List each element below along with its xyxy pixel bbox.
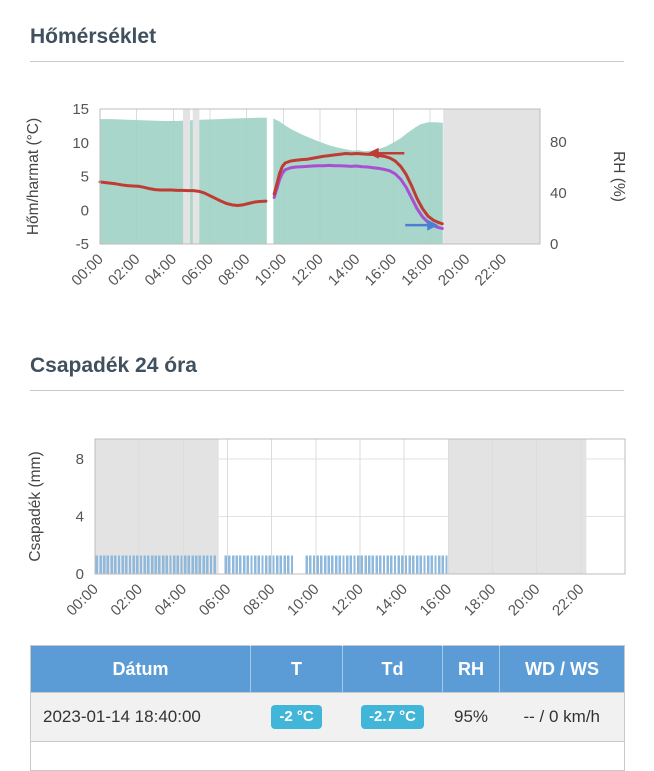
col-header-wdws: WD / WS	[499, 645, 625, 693]
svg-text:14:00: 14:00	[372, 581, 411, 620]
data-gap-band	[267, 109, 274, 244]
trend-arrow-head	[427, 219, 439, 231]
svg-text:5: 5	[81, 169, 89, 186]
svg-text:06:00: 06:00	[178, 251, 217, 290]
svg-text:08:00: 08:00	[240, 581, 279, 620]
trend-arrow-head	[367, 147, 379, 159]
no-data-band	[95, 439, 219, 574]
svg-text:12:00: 12:00	[328, 581, 367, 620]
section-title-temperature: Hőmérséklet	[30, 25, 157, 48]
svg-text:16:00: 16:00	[362, 251, 401, 290]
plot-border	[99, 108, 541, 245]
cell-datum: 2023-01-14 18:40:00	[30, 692, 251, 742]
svg-text:04:00: 04:00	[142, 251, 181, 290]
no-data-band	[443, 109, 540, 244]
svg-text:Hőm/harmat (°C): Hőm/harmat (°C)	[25, 118, 42, 235]
plot-border	[94, 438, 626, 575]
temperature-line	[272, 152, 444, 226]
svg-text:02:00: 02:00	[107, 581, 146, 620]
svg-text:18:00: 18:00	[398, 251, 437, 290]
svg-text:10:00: 10:00	[284, 581, 323, 620]
temperature-line	[98, 180, 268, 208]
weather-table: Dátum T Td RH WD / WS 2023-01-14 18:40:0…	[30, 645, 625, 771]
svg-text:12:00: 12:00	[288, 251, 327, 290]
svg-text:00:00: 00:00	[63, 581, 102, 620]
table-row: 2023-01-14 18:40:00 -2 °C -2.7 °C 95% --…	[30, 692, 625, 742]
svg-text:8: 8	[76, 451, 84, 468]
section-title-precipitation: Csapadék 24 óra	[30, 354, 197, 377]
svg-text:40: 40	[550, 185, 567, 202]
svg-text:-5: -5	[76, 236, 89, 253]
rh-area	[273, 118, 443, 244]
svg-text:Csapadék (mm): Csapadék (mm)	[27, 451, 44, 561]
temperature-chart: 15 10 5 0 -5 80 40 0 00:0002:0004:0006:0008:0010…	[25, 101, 627, 290]
svg-text:0: 0	[550, 236, 558, 253]
col-header-t: T	[250, 645, 343, 693]
svg-text:22:00: 22:00	[472, 251, 511, 290]
svg-text:06:00: 06:00	[196, 581, 235, 620]
cell-wind: -- / 0 km/h	[499, 692, 625, 742]
col-header-rh: RH	[442, 645, 500, 693]
svg-text:10: 10	[72, 135, 89, 152]
no-data-band	[183, 109, 191, 244]
precip-bars	[95, 555, 448, 574]
svg-text:14:00: 14:00	[325, 251, 364, 290]
svg-text:00:00: 00:00	[68, 251, 107, 290]
svg-text:08:00: 08:00	[215, 251, 254, 290]
svg-text:04:00: 04:00	[152, 581, 191, 620]
cell-temperature: -2 °C	[250, 692, 343, 742]
empty-cell	[30, 741, 625, 771]
svg-text:4: 4	[76, 509, 84, 526]
svg-text:0: 0	[81, 202, 89, 219]
dewpoint-line	[272, 163, 444, 230]
col-header-td: Td	[342, 645, 443, 693]
cell-dewpoint: -2.7 °C	[342, 692, 443, 742]
svg-text:18:00: 18:00	[461, 581, 500, 620]
svg-text:22:00: 22:00	[549, 581, 588, 620]
no-data-band	[448, 439, 587, 574]
svg-text:20:00: 20:00	[435, 251, 474, 290]
table-header-row: Dátum T Td RH WD / WS	[30, 645, 625, 693]
cell-humidity: 95%	[442, 692, 500, 742]
divider	[30, 61, 624, 62]
svg-text:15: 15	[72, 101, 89, 118]
temperature-badge: -2 °C	[271, 705, 322, 729]
precipitation-chart: 8 4 000:00 02:00 04:00 06:00 08:00 10:00 12:00 14…	[27, 438, 626, 620]
svg-text:02:00: 02:00	[105, 251, 144, 290]
table-row-partial	[30, 741, 625, 771]
divider	[30, 390, 624, 391]
svg-text:80: 80	[550, 134, 567, 151]
svg-text:10:00: 10:00	[252, 251, 291, 290]
svg-text:16:00: 16:00	[417, 581, 456, 620]
svg-text:20:00: 20:00	[505, 581, 544, 620]
dewpoint-badge: -2.7 °C	[361, 705, 424, 729]
svg-text:0: 0	[76, 566, 84, 583]
no-data-band	[192, 109, 200, 244]
svg-text:RH (%): RH (%)	[610, 151, 627, 202]
col-header-datum: Dátum	[30, 645, 251, 693]
